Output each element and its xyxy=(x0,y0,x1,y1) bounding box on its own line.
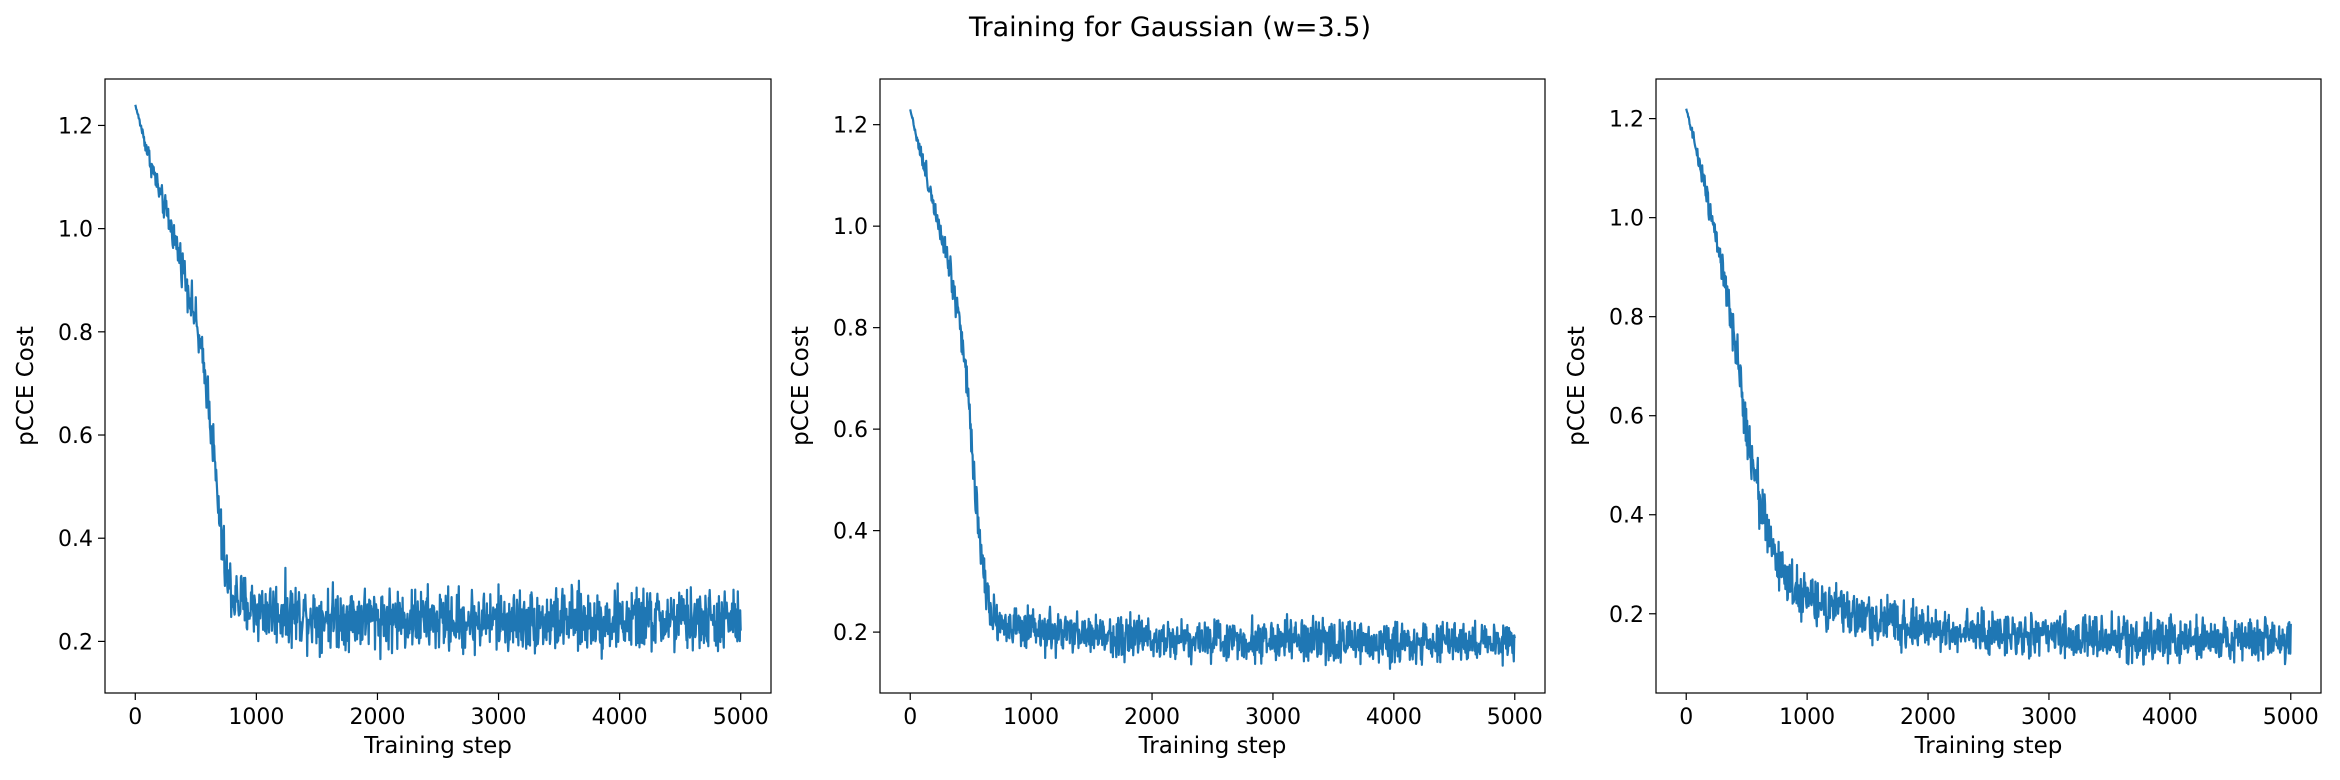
x-tick-label: 3000 xyxy=(471,705,527,730)
y-tick-label: 0.8 xyxy=(833,317,868,342)
y-tick-label: 1.2 xyxy=(1609,108,1644,133)
x-tick-label: 5000 xyxy=(1487,705,1543,730)
y-tick-label: 1.0 xyxy=(1609,207,1644,232)
y-tick-label: 0.4 xyxy=(1609,504,1644,529)
x-tick-label: 1000 xyxy=(228,705,284,730)
axes-frame xyxy=(1655,78,2322,694)
y-axis-label: pCCE Cost xyxy=(13,326,39,446)
x-tick-label: 3000 xyxy=(2021,705,2077,730)
chart-panel-3: 0 1000 2000 3000 4000 5000 0.2 0.4 0.6 0.8 1.0 1.2 T… xyxy=(1564,78,2322,759)
x-tick-label: 1000 xyxy=(1003,705,1059,730)
series-line xyxy=(909,109,1516,670)
series-line xyxy=(134,104,742,661)
axes-frame xyxy=(104,78,772,694)
y-tick-label: 1.0 xyxy=(833,215,868,240)
y-tick-label: 0.2 xyxy=(1609,603,1644,628)
y-tick-label: 0.4 xyxy=(833,520,868,545)
y-tick-label: 0.4 xyxy=(58,527,93,552)
x-tick-label: 4000 xyxy=(592,705,648,730)
y-tick-label: 0.6 xyxy=(1609,405,1644,430)
x-tick-label: 0 xyxy=(903,705,917,730)
y-tick-label: 0.8 xyxy=(58,321,93,346)
x-tick-label: 1000 xyxy=(1779,705,1835,730)
series-line xyxy=(1685,108,2292,666)
x-tick-label: 2000 xyxy=(1124,705,1180,730)
chart-panel-1: 0 1000 2000 3000 4000 5000 0.2 0.4 0.6 0.8 1.0 1.2 T… xyxy=(13,78,772,759)
x-tick-label: 5000 xyxy=(713,705,769,730)
y-tick-label: 1.0 xyxy=(58,218,93,243)
y-tick-label: 0.6 xyxy=(58,424,93,449)
x-axis-label: Training step xyxy=(363,733,512,759)
x-tick-label: 2000 xyxy=(349,705,405,730)
y-tick-label: 0.6 xyxy=(833,418,868,443)
axes-frame xyxy=(879,78,1546,694)
x-tick-label: 0 xyxy=(1679,705,1693,730)
figure-title: Training for Gaussian (w=3.5) xyxy=(969,12,1371,43)
y-tick-label: 1.2 xyxy=(833,114,868,139)
y-tick-label: 0.2 xyxy=(58,630,93,655)
chart-panel-2: 0 1000 2000 3000 4000 5000 0.2 0.4 0.6 0.8 1.0 1.2 T… xyxy=(788,78,1546,759)
x-axis-label: Training step xyxy=(1914,733,2063,759)
x-tick-label: 0 xyxy=(128,705,142,730)
x-tick-label: 3000 xyxy=(1245,705,1301,730)
x-tick-label: 4000 xyxy=(2142,705,2198,730)
y-tick-label: 1.2 xyxy=(58,114,93,139)
y-tick-label: 0.8 xyxy=(1609,306,1644,331)
y-tick-label: 0.2 xyxy=(833,621,868,646)
x-tick-label: 5000 xyxy=(2263,705,2319,730)
x-tick-label: 2000 xyxy=(1900,705,1956,730)
y-axis-label: pCCE Cost xyxy=(1564,326,1590,446)
x-tick-label: 4000 xyxy=(1366,705,1422,730)
x-axis-label: Training step xyxy=(1138,733,1287,759)
y-axis-label: pCCE Cost xyxy=(788,326,814,446)
